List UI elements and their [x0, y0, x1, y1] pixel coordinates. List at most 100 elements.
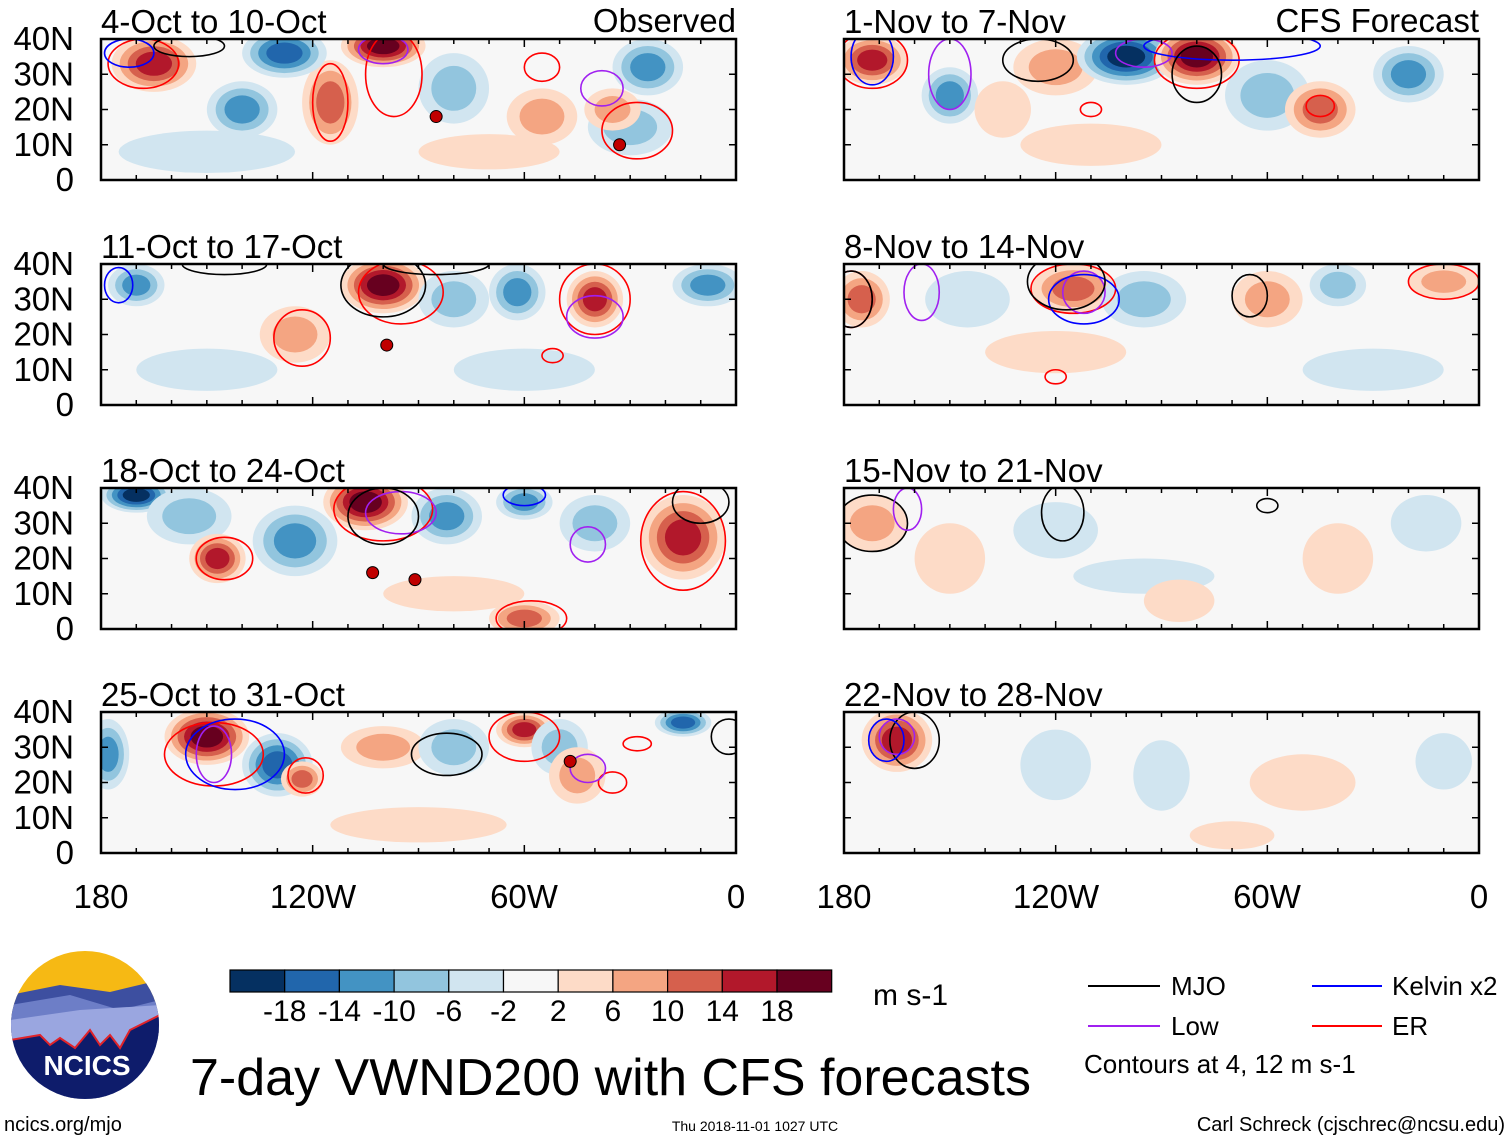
- mjo-contour: [1040, 488, 1085, 542]
- anomaly-shading: [914, 523, 986, 594]
- lat-label: 0: [56, 386, 74, 423]
- panel-title: 22-Nov to 28-Nov: [844, 676, 1103, 713]
- anomaly-shading: [630, 53, 666, 82]
- kelvin-contour: [103, 266, 134, 304]
- kelvin-contour: [184, 718, 286, 791]
- map-panel: 18-Oct to 24-Oct: [99, 452, 738, 631]
- longitude-labels-left: 180 120W 60W 0: [73, 878, 745, 915]
- anomaly-shading: [1390, 495, 1462, 552]
- legend: MJO Kelvin x2 Low ER Contours at 4, 12 m…: [1084, 971, 1498, 1079]
- lon-label: 120W: [270, 878, 357, 915]
- colorbar-swatch: [721, 969, 778, 993]
- anomaly-shading: [1116, 281, 1171, 318]
- colorbar-label: -2: [490, 995, 517, 1028]
- lon-label: 60W: [1233, 878, 1302, 915]
- anomaly-shading: [572, 505, 618, 542]
- colorbar: -18 -14 -10 -6 -2 2 6 10 14 18: [229, 969, 833, 1028]
- low-contour: [1061, 270, 1106, 315]
- low-contour: [1114, 39, 1173, 68]
- anomaly-shading: [162, 498, 217, 535]
- anomaly-shading: [205, 547, 230, 570]
- lat-label: 0: [56, 834, 74, 871]
- colorbar-swatch: [284, 969, 341, 993]
- footer-url[interactable]: ncics.org/mjo: [4, 1114, 122, 1136]
- er-contour: [311, 62, 349, 143]
- anomaly-shading: [847, 285, 876, 314]
- anomaly-shading: [935, 81, 964, 110]
- tropical-cyclone-icon: [563, 754, 577, 768]
- footer-author: Carl Schreck (cjschrec@ncsu.edu): [1197, 1114, 1505, 1136]
- mjo-contour: [844, 494, 909, 553]
- colorbar-units: m s-1: [873, 979, 948, 1012]
- anomaly-shading: [1390, 60, 1427, 89]
- anomaly-shading: [690, 274, 726, 296]
- er-contour: [357, 264, 444, 325]
- anomaly-shading: [1028, 49, 1083, 86]
- anomaly-shading: [266, 42, 303, 64]
- anomaly-shading: [510, 493, 539, 511]
- colorbar-label: 14: [706, 995, 739, 1028]
- mjo-contour: [710, 718, 736, 756]
- anomaly-shading: [1013, 502, 1098, 559]
- anomaly-shading: [1421, 270, 1467, 293]
- mjo-contour: [1255, 497, 1279, 514]
- legend-label: MJO: [1171, 971, 1226, 1001]
- er-contour: [333, 488, 434, 542]
- mjo-contour: [347, 488, 420, 546]
- kelvin-contour: [1143, 39, 1322, 61]
- anomaly-shading: [1107, 45, 1146, 68]
- anomaly-shading: [1133, 740, 1190, 811]
- anomaly-shading: [1249, 754, 1356, 811]
- low-contour: [903, 264, 941, 322]
- panel-title: 11-Oct to 17-Oct: [101, 228, 342, 265]
- anomaly-shading: [330, 807, 507, 843]
- anomaly-shading: [118, 130, 296, 173]
- lat-label: 0: [56, 610, 74, 647]
- tropical-cyclone-icon: [366, 566, 380, 580]
- colorbar-label: 18: [760, 995, 793, 1028]
- colorbar-swatch: [448, 969, 505, 993]
- anomaly-shading: [974, 81, 1031, 138]
- mjo-contour: [410, 732, 483, 777]
- map-panel: 25-Oct to 31-Oct: [99, 676, 738, 855]
- low-contour: [579, 69, 624, 107]
- anomaly-shading: [366, 274, 400, 296]
- anomaly-shading: [431, 281, 477, 318]
- map-panel: 15-Nov to 21-Nov: [842, 452, 1481, 631]
- lat-label: 40N: [13, 693, 74, 730]
- anomaly-shading: [664, 519, 702, 556]
- er-contour: [495, 600, 568, 629]
- map-panel: 8-Nov to 14-Nov: [842, 228, 1481, 407]
- er-contour: [639, 490, 727, 592]
- anomaly-shading: [985, 330, 1127, 374]
- anomaly-shading: [356, 733, 411, 761]
- anomaly-shading: [849, 505, 895, 542]
- anomaly-shading: [1319, 271, 1356, 299]
- kelvin-contour: [1047, 273, 1120, 325]
- mjo-contour: [1171, 45, 1223, 104]
- anomaly-shading: [1020, 123, 1162, 166]
- colorbar-swatch: [557, 969, 614, 993]
- er-contour: [597, 771, 628, 794]
- anomaly-shading: [1143, 579, 1215, 622]
- colorbar-label: 2: [550, 995, 567, 1028]
- er-contour: [622, 735, 653, 752]
- forecast-header: CFS Forecast: [1275, 2, 1479, 39]
- lat-label: 20N: [13, 91, 74, 128]
- anomaly-shading: [291, 770, 313, 788]
- contour-note: Contours at 4, 12 m s-1: [1084, 1049, 1356, 1079]
- anomaly-shading: [383, 576, 525, 612]
- latitude-labels: 40N30N20N10N040N30N20N10N040N30N20N10N04…: [13, 20, 74, 871]
- panel-title: 25-Oct to 31-Oct: [101, 676, 345, 713]
- anomaly-shading: [881, 726, 913, 754]
- er-contour: [364, 39, 423, 118]
- lat-label: 40N: [13, 469, 74, 506]
- footer-timestamp: Thu 2018-11-01 1027 UTC: [672, 1118, 838, 1134]
- anomaly-shading: [429, 502, 465, 531]
- anomaly-shading: [1415, 733, 1472, 790]
- low-contour: [357, 39, 409, 65]
- er-contour: [844, 39, 909, 90]
- lat-label: 10N: [13, 799, 74, 836]
- low-contour: [569, 525, 607, 563]
- low-contour: [569, 753, 607, 784]
